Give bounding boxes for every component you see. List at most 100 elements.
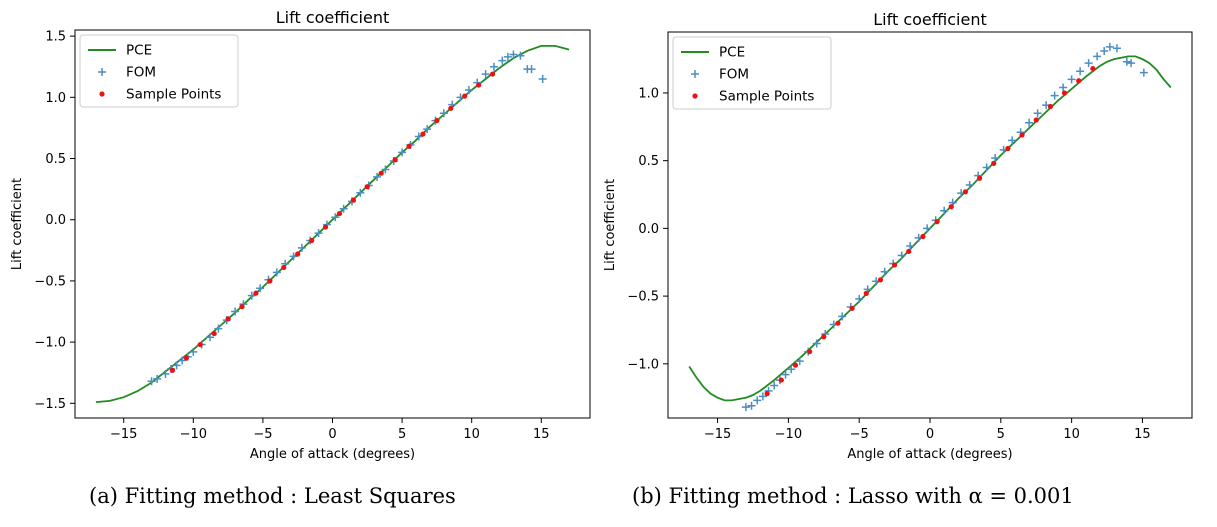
chart-1-fom-point [795, 357, 804, 366]
chart-0-fom-point [503, 52, 512, 61]
chart-1-fom-point [747, 401, 756, 410]
chart-0-y-tick-label: 1.5 [45, 30, 66, 45]
chart-0-fom-point [464, 85, 473, 94]
chart-0-fom-point [161, 369, 170, 378]
caption-b: (b) Fitting method : Lasso with α = 0.00… [632, 484, 1074, 508]
chart-0-y-tick-label: −0.5 [34, 274, 66, 289]
chart-1-y-tick-label: −1.0 [627, 357, 659, 372]
chart-1-x-tick-label: −10 [775, 427, 802, 442]
chart-0-sample-point [392, 157, 398, 163]
chart-0-y-tick-label: −1.5 [34, 397, 66, 412]
chart-1-sample-point [962, 189, 969, 195]
chart-1-y-axis-label: Lift coefficient [603, 179, 618, 271]
chart-0-fom-point [272, 268, 281, 277]
chart-least-squares: Lift coefficient −15 −10 −5 0 5 10 15 −1.5 −1.0 −0… [10, 8, 591, 462]
chart-1-fom-point [781, 370, 790, 379]
chart-0-fom-point [289, 252, 298, 261]
chart-0-fom-point [147, 377, 156, 386]
chart-1-sample-point [778, 377, 784, 383]
chart-1-fom-point [855, 294, 864, 303]
chart-1-sample-point [764, 391, 770, 397]
chart-0-fom-point [214, 324, 223, 333]
chart-0-legend-box [79, 34, 239, 108]
chart-0-fom-point [189, 347, 198, 356]
chart-0-x-tick-label: 15 [533, 427, 550, 442]
chart-1-legend-sample-swatch [692, 93, 698, 99]
chart-0-x-tick-label: 5 [398, 427, 406, 442]
chart-1-fom-point [753, 396, 762, 405]
chart-0-x-tick-label: −15 [110, 427, 137, 442]
chart-1-sample-point [976, 175, 983, 181]
chart-0-sample-point [406, 143, 412, 149]
chart-1-x-tick-label: 5 [997, 427, 1005, 442]
chart-1-legend-box [672, 36, 832, 110]
chart-0-sample-point [239, 304, 245, 310]
chart-0-legend-entry: Sample Points [126, 87, 221, 103]
chart-1-sample-point [1090, 65, 1096, 72]
chart-1-fom-point [1100, 46, 1109, 55]
chart-0-sample-point [253, 290, 259, 296]
chart-1-fom-point [838, 312, 847, 321]
chart-0-y-tick-label: −1.0 [34, 336, 66, 351]
chart-0-fom-point [178, 356, 187, 365]
chart-1-fom-point [906, 241, 915, 250]
chart-0-fom-point [414, 132, 423, 141]
chart-0-sample-point [169, 367, 176, 373]
chart-1-fom-point [1139, 68, 1148, 77]
chart-1-sample-point [1061, 90, 1068, 96]
chart-1-fom-point [965, 181, 974, 190]
chart-0-sample-point [350, 197, 356, 203]
chart-1-sample-point [991, 160, 997, 166]
chart-0-sample-point [225, 316, 231, 322]
chart-1-x-tick-label: −5 [850, 427, 869, 442]
chart-0-x-tick-label: −10 [180, 427, 207, 442]
chart-1-fom-point [923, 224, 932, 233]
chart-0-fom-point [297, 243, 306, 252]
chart-1-fom-point [1025, 118, 1034, 127]
chart-1-legend-entry: PCE [719, 45, 745, 61]
chart-0-fom-point [256, 284, 265, 293]
chart-1-fom-point [1127, 59, 1136, 68]
chart-0-y-tick-label: 1.0 [45, 91, 66, 106]
chart-0-sample-point [183, 355, 189, 361]
chart-0-y-axis-label: Lift coefficient [10, 178, 25, 270]
chart-0-sample-point [309, 237, 315, 244]
chart-1-fom-point [1050, 91, 1059, 100]
chart-0-x-tick-label: 0 [328, 427, 336, 442]
chart-0-sample-point [462, 93, 468, 99]
chart-0-sample-point [211, 330, 217, 337]
chart-0-sample-point [434, 117, 440, 124]
chart-1-fom-point [758, 392, 767, 401]
chart-0-fom-point [206, 333, 215, 342]
chart-0-sample-point [420, 131, 426, 137]
chart-lasso: Lift coefficient −15 −10 −5 0 5 10 15 −1.0 −0.5 0.… [603, 10, 1193, 462]
chart-0-fom-point [439, 109, 448, 118]
chart-0-sample-point [322, 224, 329, 230]
chart-1-sample-point [821, 334, 827, 340]
chart-1-sample-point [835, 320, 841, 326]
chart-0-fom-point [489, 62, 498, 71]
chart-1-x-tick-label: −15 [704, 427, 731, 442]
chart-0-sample-point [281, 264, 287, 271]
chart-1-y-tick-label: 1.0 [638, 86, 659, 101]
chart-0-legend: PCE FOM Sample Points [79, 34, 239, 108]
chart-0-legend-sample-swatch [99, 91, 105, 97]
chart-0-fom-point [172, 361, 181, 370]
chart-1-sample-point [948, 204, 954, 210]
chart-1-sample-point [1005, 145, 1011, 152]
chart-0-fom-point [498, 56, 507, 65]
chart-1-legend: PCE FOM Sample Points [672, 36, 832, 110]
caption-a: (a) Fitting method : Least Squares [89, 484, 456, 508]
chart-1-x-axis-label: Angle of attack (degrees) [847, 447, 1012, 462]
chart-1-fom-point [1059, 83, 1068, 92]
chart-1-fom-point [940, 206, 949, 215]
chart-0-fom-point [516, 51, 525, 60]
chart-0-sample-point [197, 341, 203, 348]
chart-0-x-axis-label: Angle of attack (degrees) [250, 447, 415, 462]
chart-0-y-tick-label: 0.0 [45, 213, 66, 228]
chart-1-fom-point [1112, 44, 1121, 53]
chart-1-legend-entry: FOM [719, 67, 749, 83]
chart-0-legend-entry: FOM [126, 65, 156, 81]
chart-1-fom-point [1008, 136, 1017, 145]
